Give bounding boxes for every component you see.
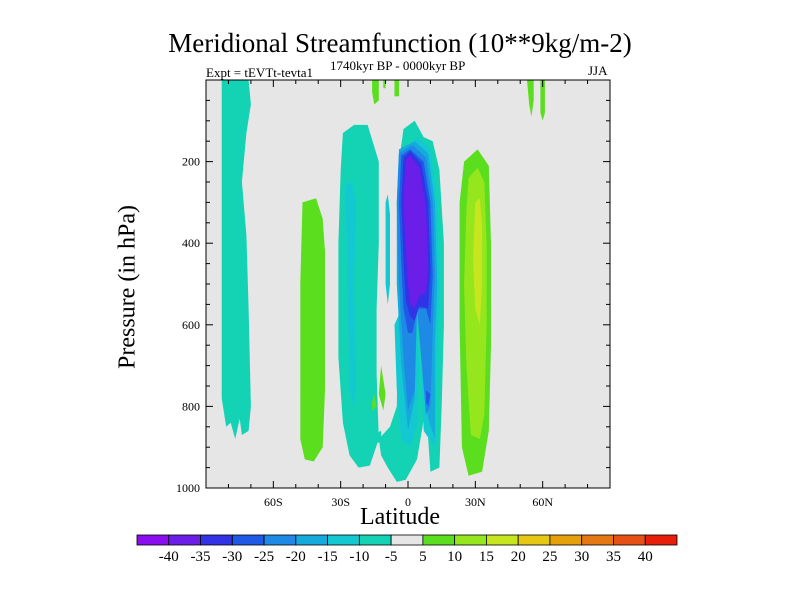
x-tick-label: 30N	[465, 495, 486, 509]
x-axis-label: Latitude	[360, 504, 440, 530]
contour-region-10	[527, 80, 534, 117]
colorbar-box	[549, 534, 583, 546]
chart-title: Meridional Streamfunction (10**9kg/m-2)	[168, 28, 632, 58]
colorbar-label: -35	[191, 549, 211, 565]
y-tick-label: 600	[182, 318, 200, 332]
colorbar-box	[136, 534, 170, 546]
axis-ticks: 60S 30S 0 30N 60N 200 400 600 800 1000	[176, 80, 610, 509]
colorbar-box	[295, 534, 328, 546]
contour-region-24	[473, 198, 483, 325]
colorbar-label: 20	[511, 549, 526, 565]
x-tick-label: 60N	[532, 495, 553, 509]
contour-regions	[221, 80, 545, 482]
colorbar-label: 40	[638, 549, 653, 565]
contour-region-2	[338, 124, 379, 468]
contour-region-0	[221, 80, 251, 439]
colorbar-box	[581, 534, 614, 546]
y-tick-label: 800	[182, 399, 200, 413]
colorbar-box	[390, 534, 424, 546]
x-tick-label: 60S	[264, 495, 283, 509]
colorbar-box	[454, 534, 487, 546]
y-tick-label: 1000	[176, 481, 200, 495]
period-label: 1740kyr BP - 0000kyr BP	[330, 58, 466, 73]
colorbar-box	[358, 534, 392, 546]
colorbar-label: -25	[254, 549, 274, 565]
experiment-label: Expt = tEVTt-tevta1	[206, 65, 313, 80]
colorbar-box	[263, 534, 297, 546]
season-label: JJA	[588, 63, 608, 78]
colorbar-label: -5	[385, 549, 398, 565]
contour-region-11	[540, 80, 545, 121]
contour-region-14	[385, 194, 390, 305]
colorbar-label: 35	[606, 549, 621, 565]
colorbar-box	[200, 534, 233, 546]
contour-region-8	[394, 80, 399, 97]
contour-region-13	[345, 182, 357, 407]
contour-region-4	[300, 198, 325, 462]
colorbar-label: 30	[574, 549, 589, 565]
colorbar-label: -10	[349, 549, 369, 565]
colorbar: -40 -35 -30 -25 -20 -15 -10 -5 5 10 15 20 25 30 35 40	[136, 534, 678, 565]
y-tick-label: 400	[182, 236, 200, 250]
colorbar-box	[168, 534, 201, 546]
colorbar-box	[644, 534, 678, 546]
x-tick-label: 30S	[331, 495, 350, 509]
colorbar-label: 10	[447, 549, 462, 565]
contour-region-20	[426, 390, 431, 407]
colorbar-box	[613, 534, 646, 546]
y-axis-label: Pressure (in hPa)	[114, 205, 141, 369]
contour-region-5	[378, 365, 386, 411]
colorbar-label: 15	[479, 549, 494, 565]
colorbar-box	[486, 534, 519, 546]
contour-region-7	[372, 80, 379, 105]
contour-region-22	[403, 155, 429, 309]
colorbar-label: -15	[318, 549, 338, 565]
colorbar-label: -20	[286, 549, 306, 565]
colorbar-box	[517, 534, 551, 546]
contour-region-12	[383, 80, 386, 89]
colorbar-box	[327, 534, 360, 546]
contour-region-6	[372, 394, 377, 411]
colorbar-box	[231, 534, 265, 546]
x-tick-label: 0	[405, 495, 411, 509]
colorbar-label: -40	[159, 549, 179, 565]
y-tick-label: 200	[182, 155, 200, 169]
colorbar-label: 25	[542, 549, 557, 565]
colorbar-label: 5	[419, 549, 427, 565]
colorbar-label: -30	[222, 549, 242, 565]
colorbar-box	[422, 534, 456, 546]
